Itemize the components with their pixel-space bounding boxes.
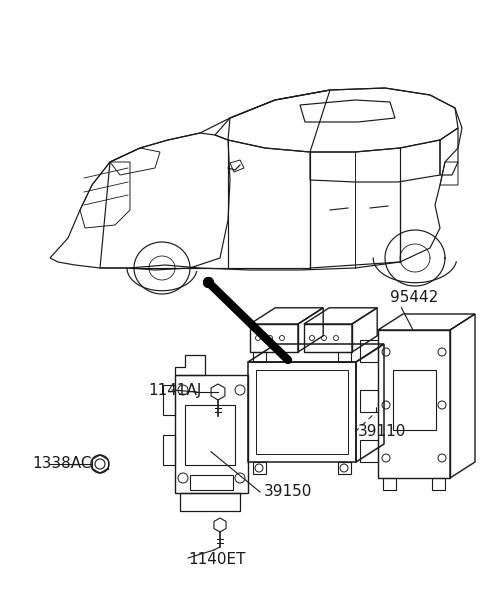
- Text: 39110: 39110: [358, 425, 407, 440]
- Text: 95442: 95442: [390, 291, 438, 306]
- Text: 1141AJ: 1141AJ: [148, 382, 202, 397]
- Text: 1338AC: 1338AC: [32, 456, 92, 472]
- Text: 39150: 39150: [264, 484, 312, 499]
- Text: 1140ET: 1140ET: [188, 552, 245, 567]
